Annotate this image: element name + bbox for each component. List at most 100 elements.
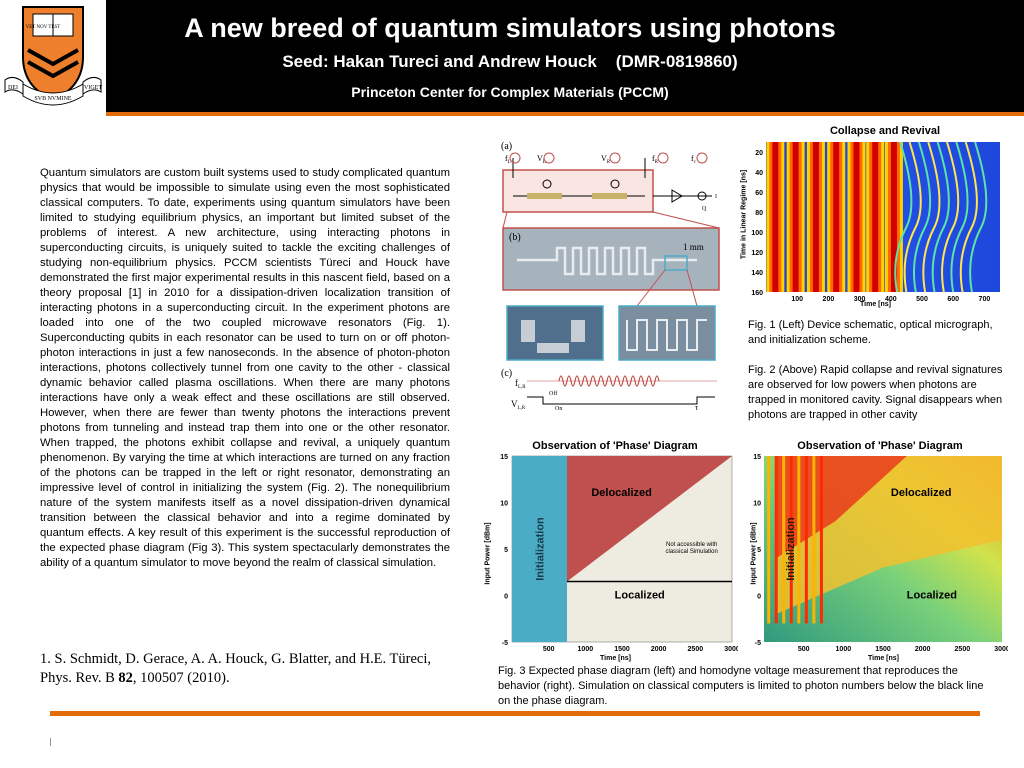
y-tick-label: 160 — [751, 290, 763, 297]
oscillation-stripe — [819, 456, 823, 624]
phase-diagram-right-title: Observation of 'Phase' Diagram — [797, 440, 963, 452]
x-tick-label: 2000 — [651, 646, 667, 653]
localized-label: Localized — [615, 589, 665, 601]
localized-label: Localized — [907, 589, 957, 601]
x-tick-label: 500 — [543, 646, 555, 653]
logo-banner-right: VIGET — [84, 85, 102, 91]
y-tick-label: 15 — [753, 454, 761, 461]
delocalized-label: Delocalized — [591, 487, 652, 499]
y-tick-label: 0 — [504, 594, 508, 601]
oscillation-band — [866, 142, 885, 292]
panel-b-label: (b) — [509, 232, 521, 243]
center-name: Princeton Center for Complex Materials (… — [351, 84, 669, 100]
cr-xlabel: Time [ns] — [860, 301, 891, 308]
panel-a-label: (a) — [501, 141, 512, 152]
oscillation-band — [847, 142, 866, 292]
x-tick-label: 100 — [791, 296, 803, 303]
pl-ylabel: Input Power [dBm] — [484, 522, 492, 585]
page-subtitle: Seed: Hakan Tureci and Andrew Houck (DMR… — [282, 52, 738, 71]
label-vlr: VL,R — [511, 399, 526, 411]
x-tick-label: 400 — [885, 296, 897, 303]
oscillation-stripe — [789, 456, 793, 624]
logo-banner-left: DEI — [8, 85, 18, 91]
cr-ylabel: Time in Linear Regime [ns] — [740, 169, 748, 260]
pl-xlabel: Time [ns] — [600, 655, 631, 662]
x-tick-label: 2500 — [688, 646, 704, 653]
label-flr: fL,R — [515, 378, 526, 390]
shield-text: VET NOV TEST — [26, 25, 61, 30]
collapse-revival-title: Collapse and Revival — [829, 125, 941, 137]
y-tick-label: -5 — [755, 640, 761, 647]
y-tick-label: 40 — [755, 170, 763, 177]
x-tick-label: 1500 — [614, 646, 630, 653]
footer-mark — [50, 738, 51, 746]
x-tick-label: 1500 — [875, 646, 891, 653]
y-tick-label: 80 — [755, 210, 763, 217]
oscillation-stripe — [767, 456, 771, 624]
y-tick-label: 15 — [500, 454, 508, 461]
panel-c-label: (c) — [501, 368, 512, 379]
label-on: On — [555, 406, 562, 412]
measured-phase-heatmap: Initialization Delocalized Localized 500 10… — [753, 454, 1008, 653]
x-tick-label: 700 — [979, 296, 991, 303]
y-tick-label: 5 — [504, 547, 508, 554]
page-title: A new breed of quantum simulators using … — [184, 13, 836, 43]
initialization-region — [512, 456, 567, 642]
y-tick-label: 120 — [751, 250, 763, 257]
label-fl: fL — [505, 154, 511, 165]
y-tick-label: 10 — [753, 501, 761, 508]
x-tick-label: 200 — [823, 296, 835, 303]
x-tick-label: 2500 — [955, 646, 971, 653]
y-tick-label: 140 — [751, 270, 763, 277]
fig1-caption: Fig. 1 (Left) Device schematic, optical … — [748, 319, 993, 346]
high-signal-zone — [775, 456, 907, 559]
reference-suffix: , 100507 (2010). — [132, 670, 230, 686]
oscillation-stripe — [804, 456, 808, 624]
phase-diagram-left-title: Observation of 'Phase' Diagram — [532, 440, 698, 452]
oscillation-band — [806, 142, 825, 292]
oscillation-band — [766, 142, 785, 292]
oscillation-stripe — [774, 456, 778, 624]
oscillation-band — [884, 142, 903, 292]
header-accent-line — [106, 112, 1024, 116]
reference: 1. S. Schmidt, D. Gerace, A. A. Houck, G… — [40, 650, 455, 688]
y-tick-label: 0 — [757, 594, 761, 601]
device-schematic-figure: (a) fL VL VR fR fc I Q (b) 1 mm — [497, 138, 727, 416]
x-tick-label: 3000 — [724, 646, 738, 653]
y-tick-label: 20 — [755, 150, 763, 157]
y-tick-label: -5 — [502, 640, 508, 647]
not-accessible-note: Not accessible with classical Simulation — [665, 542, 717, 555]
x-tick-label: 500 — [916, 296, 928, 303]
x-tick-label: 1000 — [836, 646, 852, 653]
delocalized-label: Delocalized — [891, 487, 952, 499]
collapse-revival-heatmap: 100 200 300 400 500 600 700 20 40 60 80 100 120 140 16… — [751, 141, 1000, 303]
fig2-caption: Fig. 2 (Above) Rapid collapse and reviva… — [748, 364, 1003, 421]
x-tick-label: 2000 — [915, 646, 931, 653]
label-off: Off — [549, 390, 557, 397]
label-vr: VR — [601, 154, 611, 165]
label-fc: fc — [691, 154, 697, 165]
expected-phase-diagram: Initialization Delocalized Localized Not ac… — [500, 454, 738, 653]
label-q: Q — [702, 206, 707, 212]
reference-prefix: 1. S. Schmidt, D. Gerace, A. A. Houck, G… — [40, 651, 431, 686]
fig3-caption: Fig. 3 Expected phase diagram (left) and… — [498, 665, 984, 707]
x-tick-label: 500 — [798, 646, 810, 653]
princeton-logo: VET NOV TEST DEI SVB NVMINE VIGET — [0, 0, 106, 115]
oscillation-stripe — [797, 456, 801, 624]
footer-bar — [50, 711, 980, 716]
scale-bar-label: 1 mm — [683, 242, 704, 252]
x-tick-label: 600 — [947, 296, 959, 303]
x-tick-label: 1000 — [578, 646, 594, 653]
reference-volume: 82 — [118, 670, 133, 686]
label-tau: τ — [695, 403, 699, 412]
oscillation-band — [827, 142, 846, 292]
initialization-label: Initialization — [785, 517, 797, 581]
label-fr: fR — [652, 154, 659, 165]
y-tick-label: 60 — [755, 190, 763, 197]
revival-fringes — [894, 141, 988, 293]
y-tick-label: 100 — [751, 230, 763, 237]
oscillation-stripe — [782, 456, 786, 624]
initialization-label: Initialization — [535, 517, 547, 581]
body-text: Quantum simulators are custom built syst… — [40, 167, 450, 569]
y-tick-label: 5 — [757, 547, 761, 554]
